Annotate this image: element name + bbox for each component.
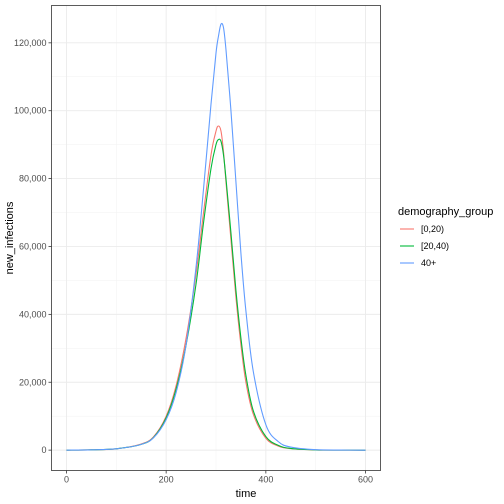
grid-lines bbox=[51, 5, 381, 471]
legend-label: [20,40) bbox=[421, 241, 449, 251]
y-tick-label: 120,000 bbox=[14, 38, 47, 48]
y-axis-title: new_infections bbox=[4, 201, 16, 274]
series-line-0 bbox=[66, 125, 366, 451]
plot-border bbox=[51, 5, 381, 471]
legend: demography_group [0,20) [20,40) 40+ bbox=[398, 206, 493, 268]
y-axis: 0 20,000 40,000 60,000 80,000 100,000 120,000 bbox=[14, 38, 52, 455]
x-tick-label: 400 bbox=[258, 475, 273, 485]
series-lines bbox=[66, 22, 366, 451]
y-tick-label: 20,000 bbox=[19, 377, 47, 387]
legend-label: [0,20) bbox=[421, 224, 444, 234]
y-tick-label: 40,000 bbox=[19, 309, 47, 319]
x-tick-label: 600 bbox=[358, 475, 373, 485]
legend-label: 40+ bbox=[421, 258, 436, 268]
x-axis-title: time bbox=[236, 488, 257, 500]
series-line-2 bbox=[66, 22, 366, 451]
y-tick-label: 0 bbox=[41, 445, 46, 455]
x-axis: 0 200 400 600 bbox=[64, 470, 373, 485]
x-tick-label: 0 bbox=[64, 475, 69, 485]
legend-items: [0,20) [20,40) 40+ bbox=[400, 224, 449, 268]
y-tick-label: 80,000 bbox=[19, 174, 47, 184]
y-tick-label: 60,000 bbox=[19, 241, 47, 251]
x-tick-label: 200 bbox=[159, 475, 174, 485]
y-tick-label: 100,000 bbox=[14, 106, 47, 116]
legend-title: demography_group bbox=[398, 206, 493, 218]
